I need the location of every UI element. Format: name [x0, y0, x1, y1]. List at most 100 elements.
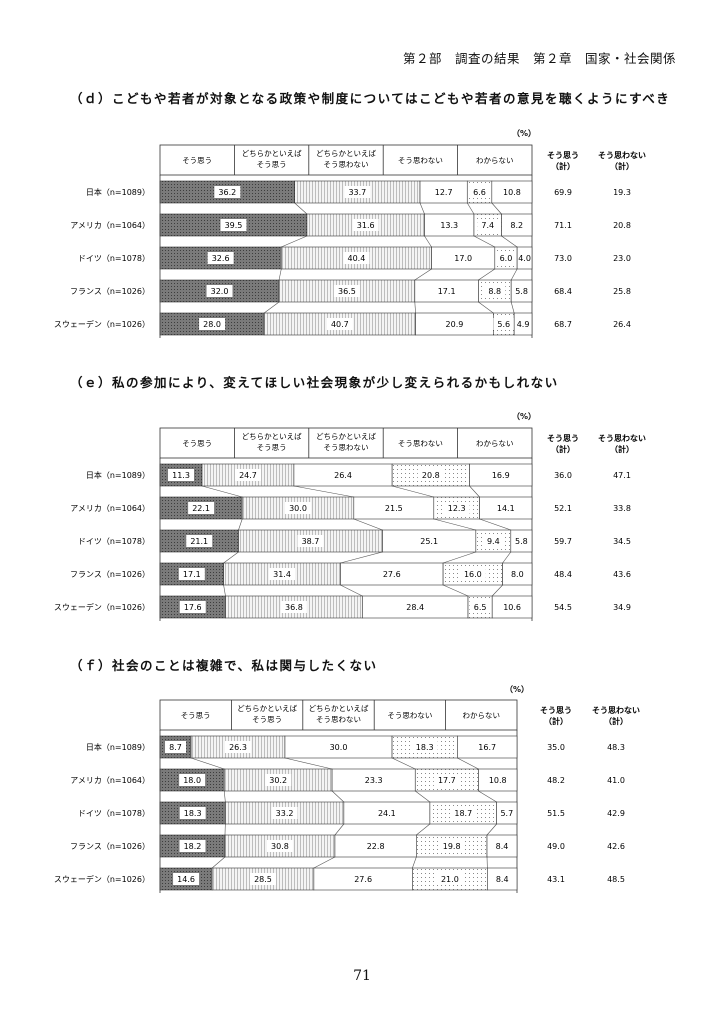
summary-value: 26.4: [613, 320, 631, 329]
bar-segment: [491, 595, 533, 619]
data-label-box: [482, 535, 504, 547]
legend-label: わからない: [463, 711, 501, 720]
data-label: 9.4: [487, 537, 500, 546]
data-label: 18.7: [454, 809, 472, 818]
data-label: 6.0: [500, 254, 513, 263]
connector-line: [190, 757, 225, 770]
data-label: 18.3: [184, 809, 202, 818]
data-label-box: [436, 873, 463, 885]
data-label-box: [178, 568, 205, 580]
connector-line: [442, 584, 469, 597]
data-label: 27.6: [354, 875, 372, 884]
summary-value: 36.0: [554, 471, 572, 480]
data-label-box: [186, 535, 213, 547]
connector-line: [415, 790, 431, 803]
bar-segment: [516, 246, 533, 270]
bar-segment: [496, 801, 518, 825]
category-label: フランス（n=1026）: [70, 287, 150, 296]
unit-label: （%）: [512, 412, 537, 421]
summary-value: 43.1: [547, 875, 565, 884]
summary-value: 54.5: [554, 603, 572, 612]
summary-value: 48.4: [554, 570, 572, 579]
data-label-box: [271, 807, 298, 819]
connector-line: [478, 790, 497, 803]
bar-segment: [479, 496, 533, 520]
connector-line: [467, 202, 475, 215]
data-label-box: [477, 219, 499, 231]
data-label: 25.1: [420, 537, 438, 546]
data-label: 36.2: [218, 188, 236, 197]
data-label: 33.7: [348, 188, 366, 197]
data-label-box: [411, 741, 438, 753]
legend-label: そう思う: [181, 711, 211, 720]
data-label: 30.0: [330, 743, 348, 752]
bar-segment: [486, 834, 518, 858]
data-label: 12.7: [435, 188, 453, 197]
data-label: 36.8: [285, 603, 303, 612]
data-label: 19.8: [443, 842, 461, 851]
data-label: 27.6: [383, 570, 401, 579]
summary-header: （計）: [551, 444, 575, 454]
connector-line: [313, 856, 336, 869]
data-label-box: [266, 840, 293, 852]
connector-line: [510, 268, 518, 281]
summary-header: そう思う: [540, 706, 572, 715]
data-label: 5.8: [515, 537, 528, 546]
summary-value: 34.9: [613, 603, 631, 612]
category-label: 日本（n=1089）: [86, 470, 150, 480]
connector-line: [414, 268, 432, 281]
data-label: 40.4: [348, 254, 366, 263]
summary-value: 35.0: [547, 743, 565, 752]
legend-label: どちらかといえば: [242, 149, 302, 158]
connector-line: [491, 584, 503, 597]
connector-line: [340, 551, 383, 564]
data-label: 8.2: [510, 221, 523, 230]
data-label: 18.3: [416, 743, 434, 752]
summary-header: そう思わない: [592, 706, 640, 715]
legend-label: そう思わない: [316, 715, 361, 724]
data-label: 26.3: [229, 743, 247, 752]
data-label-box: [280, 601, 307, 613]
data-label: 33.2: [276, 809, 294, 818]
data-label: 38.7: [302, 537, 320, 546]
data-label: 10.8: [489, 776, 507, 785]
connector-line: [412, 856, 417, 869]
data-label-box: [179, 840, 206, 852]
connector-line: [478, 301, 494, 314]
summary-value: 19.3: [613, 188, 631, 197]
data-label: 32.0: [211, 287, 229, 296]
summary-value: 48.5: [607, 875, 625, 884]
connector-line: [419, 202, 425, 215]
connector-line: [211, 856, 226, 869]
summary-value: 43.6: [613, 570, 631, 579]
summary-header: そう思わない: [598, 151, 646, 160]
data-label-box: [207, 252, 234, 264]
data-label-box: [438, 840, 465, 852]
summary-value: 34.5: [613, 537, 631, 546]
summary-header: そう思う: [547, 434, 579, 443]
data-label: 21.0: [441, 875, 459, 884]
summary-value: 48.3: [607, 743, 625, 752]
connector-line: [334, 823, 345, 836]
summary-value: 48.2: [547, 776, 565, 785]
connector-line: [469, 485, 480, 498]
category-label: スウェーデン（n=1026）: [54, 602, 150, 612]
legend-label: そう思わない: [398, 439, 443, 448]
data-label: 8.7: [169, 743, 182, 752]
connector-line: [238, 518, 243, 531]
data-label-box: [173, 873, 200, 885]
connector-line: [479, 518, 511, 531]
data-label: 18.0: [183, 776, 201, 785]
connector-line: [457, 757, 479, 770]
connector-line: [473, 235, 495, 248]
connector-line: [392, 485, 434, 498]
summary-value: 52.1: [554, 504, 572, 513]
data-label: 5.6: [497, 320, 510, 329]
summary-value: 73.0: [554, 254, 572, 263]
unit-label: （%）: [505, 685, 530, 694]
data-label-box: [417, 469, 444, 481]
data-label-box: [297, 535, 324, 547]
summary-value: 33.8: [613, 504, 631, 513]
